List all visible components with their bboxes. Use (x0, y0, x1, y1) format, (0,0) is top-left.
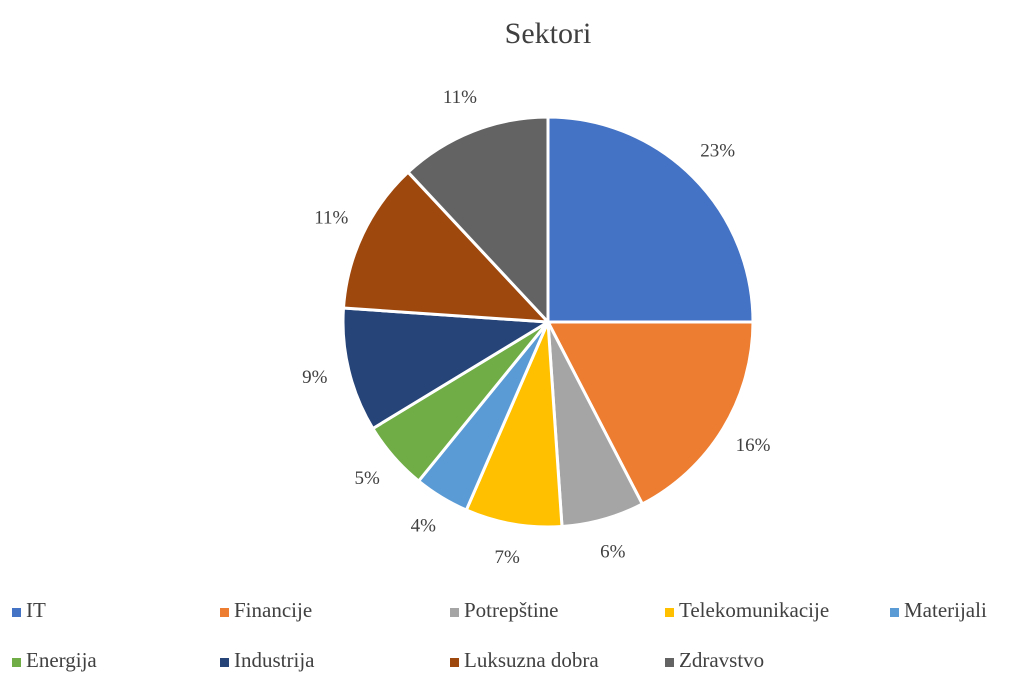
legend-label: Industrija (234, 648, 315, 672)
data-label: 11% (443, 87, 477, 108)
chart-title: Sektori (505, 17, 592, 50)
pie-slice (545, 320, 755, 507)
legend-swatch (220, 658, 229, 667)
pie-slice (341, 306, 553, 431)
legend-label: Materijali (904, 598, 987, 622)
pie-slice (546, 115, 755, 324)
legend-swatch (450, 608, 459, 617)
data-label: 23% (700, 141, 735, 162)
legend-label: Telekomunikacije (679, 598, 829, 622)
legend-label: Potrepštine (464, 598, 559, 622)
legend-swatch (220, 608, 229, 617)
legend-swatch (665, 658, 674, 667)
legend-label: Energija (26, 648, 97, 672)
pie-slice (405, 115, 550, 326)
legend-label: IT (26, 598, 46, 622)
legend-swatch (12, 658, 21, 667)
data-label: 7% (495, 547, 521, 568)
legend-swatch (450, 658, 459, 667)
data-label: 11% (314, 207, 348, 228)
legend-swatch (665, 608, 674, 617)
data-label: 9% (302, 367, 328, 388)
legend-swatch (890, 608, 899, 617)
data-label: 16% (736, 435, 771, 456)
data-label: 4% (411, 515, 437, 536)
pie-slice (464, 321, 564, 529)
legend-label: Zdravstvo (679, 648, 764, 672)
legend-label: Financije (234, 598, 312, 622)
pie-slice (341, 170, 552, 324)
data-label: 5% (354, 468, 380, 489)
legend-swatch (12, 608, 21, 617)
legend-label: Luksuzna dobra (464, 648, 599, 672)
data-label: 6% (600, 541, 626, 562)
